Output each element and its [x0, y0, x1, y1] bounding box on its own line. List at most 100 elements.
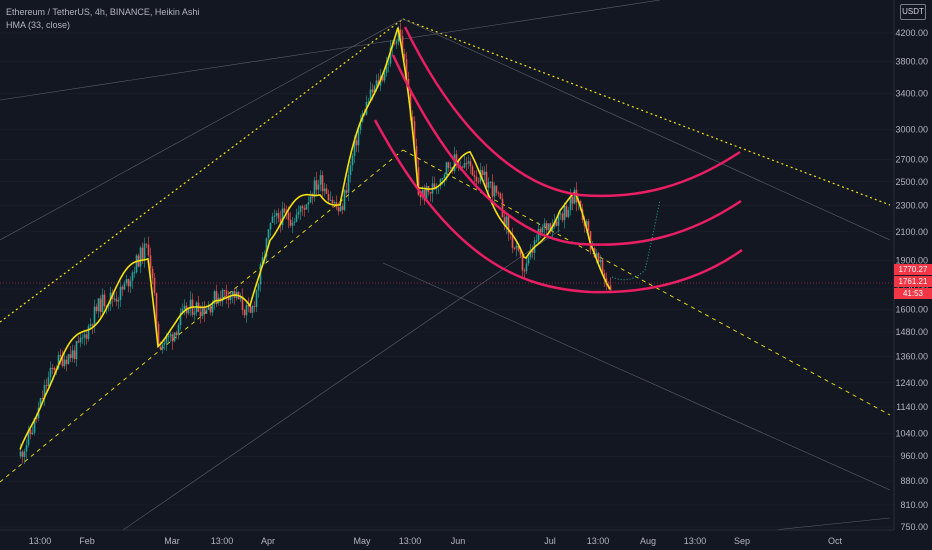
candle-body — [491, 181, 494, 197]
currency-badge[interactable]: USDT — [900, 4, 926, 20]
candle-body — [527, 257, 530, 264]
indicator-label[interactable]: HMA (33, close) — [6, 20, 71, 30]
price-tick-label: 960.00 — [900, 451, 928, 461]
candle-body — [477, 181, 480, 183]
candle-body — [415, 146, 418, 168]
candle-body — [33, 417, 36, 433]
candle-body — [85, 334, 88, 339]
candle-body — [149, 255, 152, 269]
candle-body — [189, 299, 192, 308]
candle-body — [129, 280, 132, 287]
candle-body — [275, 213, 278, 216]
candle-body — [585, 221, 588, 227]
candle-body — [207, 305, 210, 310]
candle-body — [169, 334, 172, 337]
candle-body — [303, 207, 306, 210]
candle-body — [345, 190, 348, 193]
candle-body — [525, 263, 528, 272]
candle-body — [83, 334, 86, 338]
candle-body — [289, 219, 292, 226]
candle-body — [61, 356, 64, 367]
candle-body — [145, 243, 148, 245]
candle-body — [601, 259, 604, 274]
candle-body — [355, 140, 358, 146]
candle-body — [351, 155, 354, 166]
candle-body — [455, 154, 458, 162]
price-tick-label: 1600.00 — [895, 305, 928, 315]
candle-body — [93, 306, 96, 326]
candle-body — [475, 176, 478, 182]
candle-body — [559, 213, 562, 215]
candle-body — [499, 193, 502, 199]
candle-body — [101, 294, 104, 313]
trendline — [0, 0, 661, 101]
candle-body — [453, 154, 456, 171]
candle-body — [273, 215, 276, 217]
candle-body — [139, 247, 142, 267]
countdown-tag: 41:53 — [894, 288, 932, 299]
candle-body — [409, 89, 412, 117]
candle-body — [461, 166, 464, 168]
candle-body — [467, 161, 470, 164]
candle-body — [181, 308, 184, 314]
candle-body — [367, 101, 370, 103]
time-axis[interactable]: 13:00 Feb Mar 13:00 Apr May 13:00 Jun Jul 13:00 Au… — [29, 536, 843, 546]
candle-body — [103, 294, 106, 307]
candle-body — [569, 196, 572, 211]
candle-body — [301, 206, 304, 208]
time-tick-label: Jun — [451, 536, 466, 546]
price-tick-label: 3400.00 — [895, 89, 928, 99]
candle-body — [485, 171, 488, 188]
candle-body — [57, 354, 60, 369]
candle-body — [313, 180, 316, 198]
price-tick-label: 880.00 — [900, 476, 928, 486]
candle-body — [411, 116, 414, 122]
candle-body — [205, 309, 208, 314]
candle-body — [423, 190, 426, 201]
candle-body — [353, 140, 356, 156]
price-tick-label: 1240.00 — [895, 378, 928, 388]
candle-body — [549, 223, 552, 231]
candle-body — [419, 194, 422, 198]
candle-body — [89, 324, 92, 327]
candle-body — [505, 216, 508, 226]
candle-body — [315, 180, 318, 190]
candle-body — [293, 221, 296, 223]
candle-body — [509, 233, 512, 235]
candle-body — [441, 177, 444, 180]
price-tick-label: 2300.00 — [895, 201, 928, 211]
candle-body — [597, 253, 600, 263]
candle-body — [433, 183, 436, 190]
candle-body — [201, 307, 204, 317]
candle-body — [81, 337, 84, 339]
symbol-title[interactable]: Ethereum / TetherUS, 4h, BINANCE, Heikin… — [6, 7, 200, 17]
candle-body — [165, 336, 168, 343]
candle-body — [443, 174, 446, 178]
candle-body — [483, 171, 486, 175]
candle-body — [151, 268, 154, 278]
candle-body — [265, 238, 268, 257]
candle-body — [67, 354, 70, 364]
candle-body — [43, 385, 46, 399]
candle-body — [445, 162, 448, 175]
candle-body — [231, 290, 234, 295]
candle-body — [473, 175, 476, 177]
candle-body — [95, 306, 98, 312]
candle-body — [155, 293, 158, 325]
candle-body — [339, 206, 342, 212]
candle-body — [571, 196, 574, 204]
candle-body — [503, 217, 506, 226]
candle-body — [563, 205, 566, 221]
candle-body — [565, 205, 568, 217]
candle-body — [177, 325, 180, 336]
candle-body — [337, 207, 340, 212]
candle-body — [119, 286, 122, 300]
candle-body — [277, 213, 280, 219]
projection-path — [611, 199, 661, 281]
candle-body — [157, 324, 160, 347]
candle-body — [487, 182, 490, 188]
candle-body — [79, 337, 82, 343]
candle-body — [545, 223, 548, 230]
candle-body — [59, 354, 62, 357]
